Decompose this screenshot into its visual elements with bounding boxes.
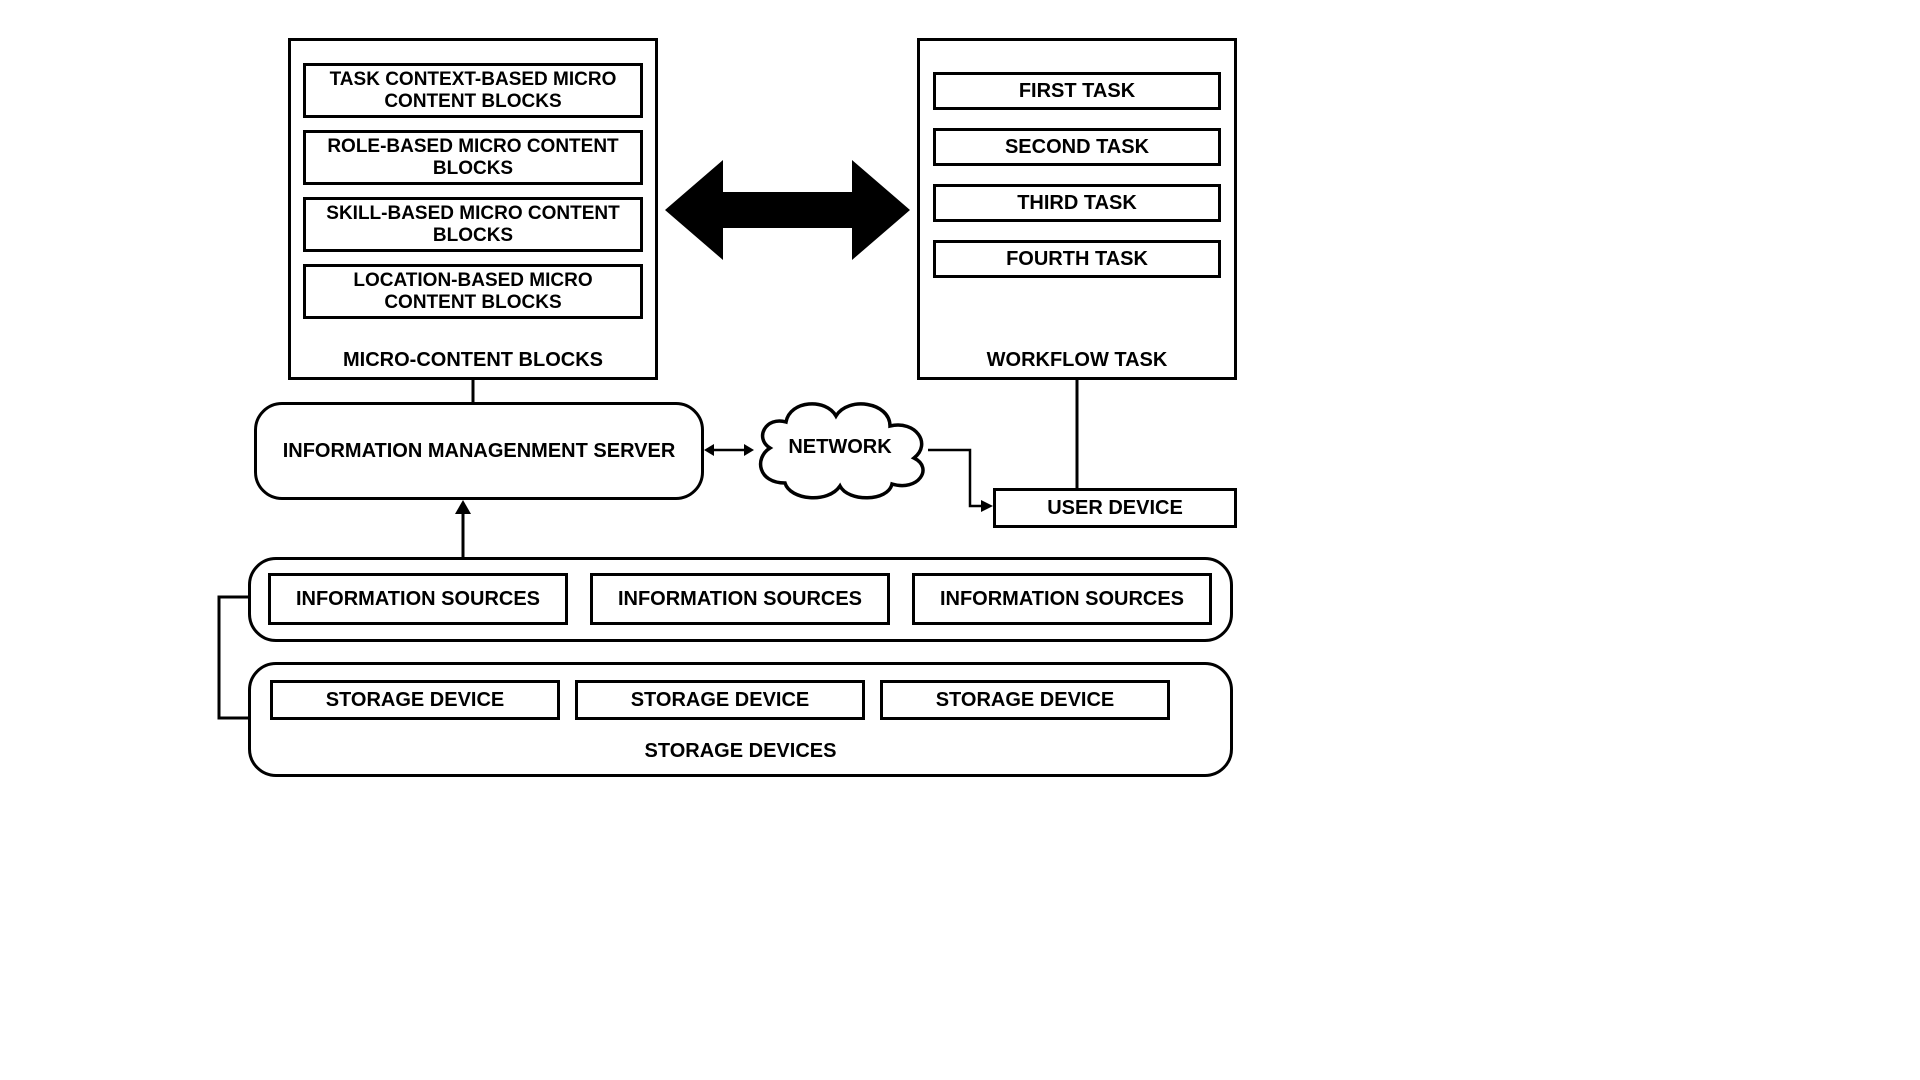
- network-cloud-label: NETWORK: [740, 436, 940, 459]
- micro-content-item-1-label: ROLE-BASED MICRO CONTENT BLOCKS: [306, 136, 640, 180]
- workflow-item-3-label: FOURTH TASK: [1006, 248, 1148, 271]
- storage-1-label: STORAGE DEVICE: [631, 689, 810, 712]
- server-box: INFORMATION MANAGENMENT SERVER: [254, 402, 704, 500]
- micro-content-item-2: SKILL-BASED MICRO CONTENT BLOCKS: [303, 197, 643, 252]
- micro-content-item-3-label: LOCATION-BASED MICRO CONTENT BLOCKS: [306, 270, 640, 314]
- workflow-item-1: SECOND TASK: [933, 128, 1221, 166]
- big-double-arrow-icon: [665, 160, 910, 260]
- micro-content-item-3: LOCATION-BASED MICRO CONTENT BLOCKS: [303, 264, 643, 319]
- micro-content-item-2-label: SKILL-BASED MICRO CONTENT BLOCKS: [306, 203, 640, 247]
- micro-content-title: MICRO-CONTENT BLOCKS: [288, 349, 658, 372]
- info-src-2-label: INFORMATION SOURCES: [940, 588, 1184, 611]
- workflow-item-2: THIRD TASK: [933, 184, 1221, 222]
- workflow-item-1-label: SECOND TASK: [1005, 136, 1149, 159]
- storage-2: STORAGE DEVICE: [880, 680, 1170, 720]
- info-src-1: INFORMATION SOURCES: [590, 573, 890, 625]
- workflow-title: WORKFLOW TASK: [917, 349, 1237, 372]
- storage-title: STORAGE DEVICES: [248, 740, 1233, 763]
- workflow-item-3: FOURTH TASK: [933, 240, 1221, 278]
- diagram-canvas: TASK CONTEXT-BASED MICRO CONTENT BLOCKS …: [0, 0, 1440, 810]
- server-box-label: INFORMATION MANAGENMENT SERVER: [283, 440, 676, 463]
- micro-content-item-0-label: TASK CONTEXT-BASED MICRO CONTENT BLOCKS: [306, 69, 640, 113]
- info-src-2: INFORMATION SOURCES: [912, 573, 1212, 625]
- workflow-item-2-label: THIRD TASK: [1017, 192, 1137, 215]
- storage-2-label: STORAGE DEVICE: [936, 689, 1115, 712]
- workflow-item-0-label: FIRST TASK: [1019, 80, 1135, 103]
- workflow-item-0: FIRST TASK: [933, 72, 1221, 110]
- storage-0-label: STORAGE DEVICE: [326, 689, 505, 712]
- storage-0: STORAGE DEVICE: [270, 680, 560, 720]
- user-device-label: USER DEVICE: [1047, 497, 1183, 520]
- info-src-0-label: INFORMATION SOURCES: [296, 588, 540, 611]
- info-src-0: INFORMATION SOURCES: [268, 573, 568, 625]
- user-device-box: USER DEVICE: [993, 488, 1237, 528]
- micro-content-item-1: ROLE-BASED MICRO CONTENT BLOCKS: [303, 130, 643, 185]
- info-src-1-label: INFORMATION SOURCES: [618, 588, 862, 611]
- micro-content-item-0: TASK CONTEXT-BASED MICRO CONTENT BLOCKS: [303, 63, 643, 118]
- storage-1: STORAGE DEVICE: [575, 680, 865, 720]
